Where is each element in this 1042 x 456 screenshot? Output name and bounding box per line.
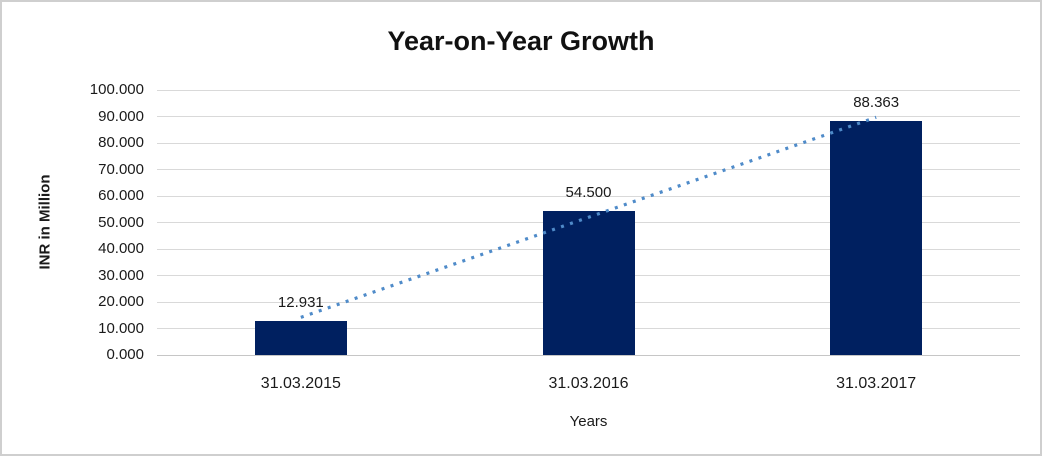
bar-value-label: 54.500: [565, 183, 612, 201]
bar-31.03.2016: [542, 210, 635, 355]
y-tick-label: 80.000: [98, 134, 144, 151]
bar-value-label: 12.931: [277, 293, 324, 311]
bar-31.03.2015: [254, 320, 347, 355]
bar-31.03.2017: [830, 120, 923, 355]
y-tick-label: 0.000: [106, 346, 144, 363]
y-tick-label: 70.000: [98, 160, 144, 178]
plot-area: 12.931 54.500 88.363: [157, 89, 1020, 356]
x-tick-label: 31.03.2017: [836, 375, 917, 392]
x-axis-line: [157, 354, 1020, 356]
x-axis-title: Years: [569, 413, 608, 430]
y-tick-label: 30.000: [98, 266, 144, 284]
y-tick-label: 90.000: [98, 107, 144, 125]
y-tick-label: 50.000: [98, 213, 144, 231]
y-tick-label: 60.000: [98, 187, 144, 204]
y-tick-label: 10.000: [98, 319, 144, 337]
y-tick-label: 20.000: [98, 293, 144, 310]
chart-title: Year-on-Year Growth: [387, 26, 655, 56]
y-tick-label: 100.000: [89, 81, 144, 98]
gridline: [157, 116, 1020, 117]
x-tick-label: 31.03.2016: [548, 375, 629, 392]
x-tick-label: 31.03.2015: [260, 375, 341, 392]
gridline: [157, 89, 1020, 91]
bar-value-label: 88.363: [853, 93, 900, 111]
y-tick-label: 40.000: [98, 240, 144, 257]
